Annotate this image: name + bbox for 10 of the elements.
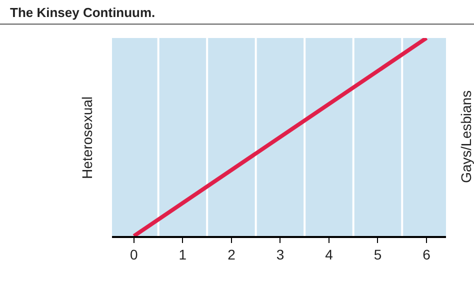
x-tick-label: 1 (178, 246, 187, 263)
y2-axis-title: Gays/Lesbians (458, 90, 474, 184)
x-tick-label: 3 (276, 246, 284, 263)
x-tick-label: 0 (130, 246, 138, 263)
x-tick-label: 2 (228, 246, 236, 263)
x-tick-label: 6 (422, 246, 431, 263)
chart-title: The Kinsey Continuum. (10, 5, 156, 20)
y-axis-title: Heterosexual (78, 96, 95, 179)
x-tick-label: 4 (325, 246, 334, 263)
x-tick-label: 5 (374, 246, 382, 263)
